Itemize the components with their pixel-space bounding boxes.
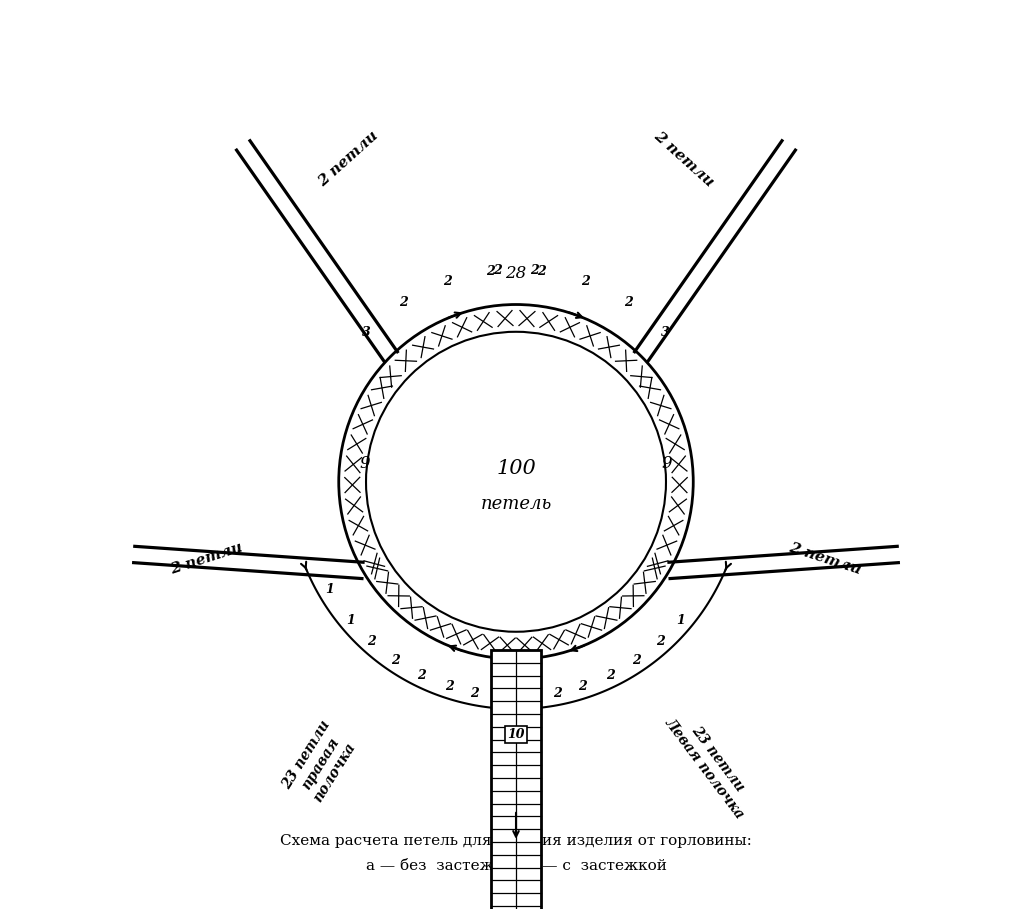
Text: 23 петли
Левая полочка: 23 петли Левая полочка — [663, 705, 761, 822]
Text: 2: 2 — [399, 295, 408, 309]
Text: 2: 2 — [624, 295, 633, 309]
Text: 2: 2 — [486, 265, 494, 278]
Text: 100: 100 — [496, 459, 536, 477]
Text: 1: 1 — [347, 614, 355, 626]
Text: 9: 9 — [360, 455, 370, 472]
Text: 3: 3 — [362, 325, 370, 338]
Text: 3: 3 — [526, 690, 536, 704]
Text: 9: 9 — [662, 455, 672, 472]
Text: а — без  застежки;  б — с  застежкой: а — без застежки; б — с застежкой — [365, 858, 667, 873]
Text: 2: 2 — [417, 669, 426, 682]
Text: 2: 2 — [581, 275, 589, 288]
Text: 2 петли: 2 петли — [787, 541, 863, 577]
Text: 2: 2 — [538, 265, 546, 278]
Text: 10: 10 — [508, 728, 524, 741]
Text: 28: 28 — [506, 265, 526, 282]
Text: 1: 1 — [677, 614, 685, 626]
Text: 2: 2 — [443, 275, 451, 288]
Text: 46: 46 — [506, 682, 526, 699]
Text: 2: 2 — [632, 654, 641, 667]
Text: Схема расчета петель для вязания изделия от горловины:: Схема расчета петель для вязания изделия… — [280, 834, 752, 848]
Text: 2: 2 — [530, 265, 539, 277]
Text: 2: 2 — [493, 265, 502, 277]
Text: 2: 2 — [445, 680, 454, 694]
Text: 23 петли
правая
полочка: 23 петли правая полочка — [281, 718, 361, 809]
Text: 3: 3 — [662, 325, 670, 338]
Text: 2: 2 — [578, 680, 587, 694]
Text: 2: 2 — [553, 686, 561, 700]
Bar — [491, 650, 541, 909]
Text: 2: 2 — [471, 686, 479, 700]
Text: 2: 2 — [655, 635, 665, 648]
Text: 2 петли: 2 петли — [169, 541, 245, 577]
Text: 2: 2 — [391, 654, 400, 667]
Text: 2: 2 — [367, 635, 377, 648]
Text: 2 петли: 2 петли — [651, 129, 717, 189]
Text: 2: 2 — [606, 669, 615, 682]
Text: 1: 1 — [325, 583, 333, 596]
Text: 2 петли: 2 петли — [315, 129, 381, 189]
Bar — [491, 650, 541, 909]
Text: 3: 3 — [496, 690, 506, 704]
Text: петель: петель — [480, 495, 552, 514]
